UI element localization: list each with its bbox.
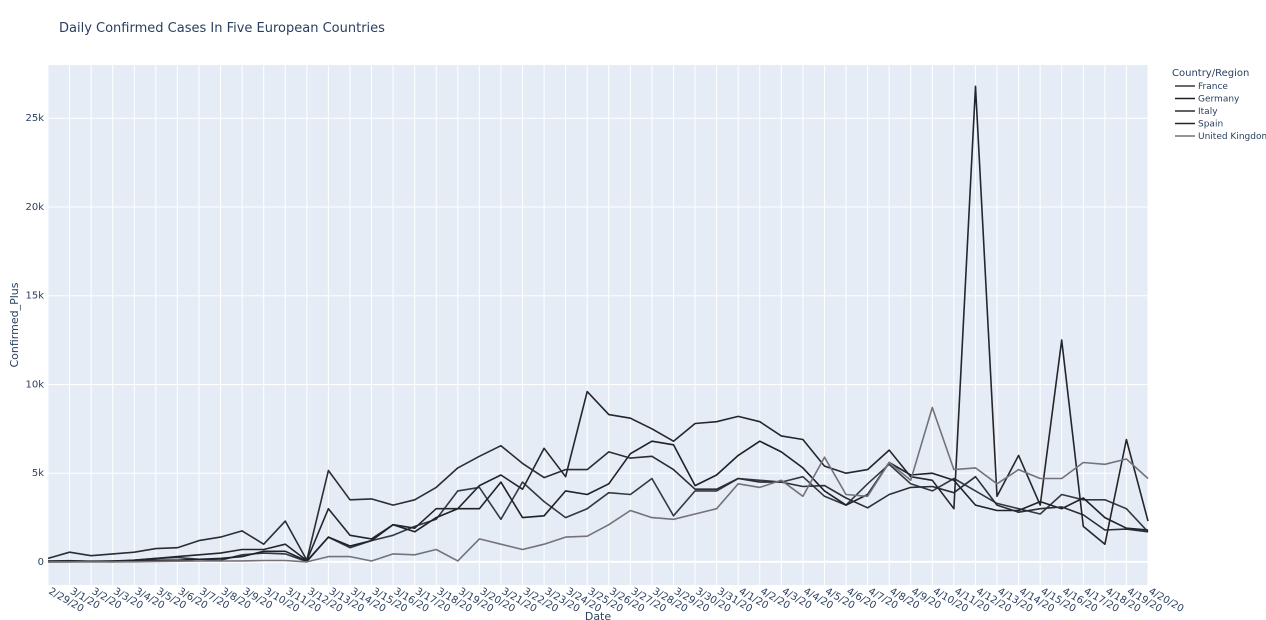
y-tick-label: 0 [38,557,44,568]
y-tick-label: 10k [25,379,44,390]
chart-title: Daily Confirmed Cases In Five European C… [59,21,385,36]
y-tick-label: 5k [32,468,44,479]
y-axis-title: Confirmed_Plus [8,282,21,367]
legend-label-united-kingdom: United Kingdom [1198,132,1266,142]
x-axis-ticks: 2/29/203/1/203/2/203/3/203/4/203/5/203/6… [47,586,1186,615]
series-line-italy [47,444,1149,562]
series-lines [47,85,1149,563]
plot-area [48,65,1148,585]
x-axis-title: Date [585,610,612,620]
grid [47,65,1149,585]
legend-label-italy: Italy [1198,107,1218,117]
legend-title: Country/Region [1172,68,1249,79]
series-line-germany [48,440,1149,563]
y-axis-ticks: 0 5k 10k 15k 20k 25k [25,113,44,568]
series-line-spain [47,85,1149,563]
y-tick-label: 20k [25,202,44,213]
y-tick-label: 25k [25,113,44,124]
legend-label-spain: Spain [1198,120,1223,130]
legend-label-france: France [1198,82,1228,92]
legend-label-germany: Germany [1198,95,1240,105]
series-line-united-kingdom [48,406,1149,563]
y-tick-label: 15k [25,291,44,302]
legend: Country/Region France Germany Italy Spain Un… [1172,68,1266,142]
